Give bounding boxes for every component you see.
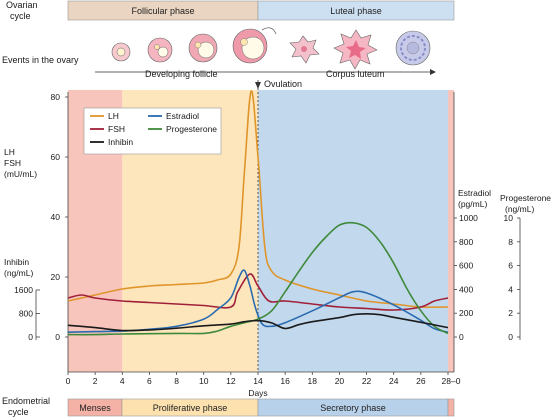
progesterone-tick-label: 2 (508, 308, 513, 318)
x-tick-label: 6 (147, 376, 152, 386)
progesterone-tick-label: 8 (508, 237, 513, 247)
mature-follicle-icon (232, 27, 277, 64)
inhibin-curve (67, 313, 449, 332)
estradiol-tick-label: 1000 (459, 213, 478, 223)
follicular-phase-label: Follicular phase (131, 6, 194, 16)
legend-label-fsh: FSH (108, 124, 125, 134)
x-tick-label: 28–0 (442, 376, 461, 386)
progesterone-curve (67, 221, 449, 336)
lh-fsh-tick-label: 80 (51, 92, 61, 102)
legend-label-lh: LH (108, 111, 119, 121)
fsh-curve (67, 273, 449, 311)
estradiol-tick-label: 600 (459, 261, 473, 271)
legend-label-progesterone: Progesterone (166, 124, 217, 134)
inhibin-tick-label: 1600 (14, 285, 33, 295)
x-tick-label: 26 (416, 376, 426, 386)
estradiol-curve (67, 269, 449, 333)
lh-fsh-tick-label: 40 (51, 212, 61, 222)
progesterone-tick-label: 0 (508, 332, 513, 342)
estradiol-tick-label: 800 (459, 237, 473, 247)
follicle-2-icon (147, 37, 173, 63)
endometrial-cycle-label-line2: cycle (8, 407, 29, 417)
secretory-phase-label: Secretory phase (320, 403, 386, 413)
progesterone-unit-title: (ng/mL) (505, 204, 534, 214)
legend: LH Estradiol FSH Progesterone Inhibin (83, 107, 222, 155)
lh-fsh-unit-title: (mU/mL) (4, 169, 37, 179)
legend-label-inhibin: Inhibin (108, 137, 133, 147)
x-tick-label: 20 (335, 376, 345, 386)
progesterone-tick-label: 10 (504, 213, 514, 223)
proliferative-phase-label: Proliferative phase (153, 403, 228, 413)
x-tick-label: 12 (226, 376, 236, 386)
estradiol-axis-title: Estradiol (458, 188, 491, 198)
ovary-events-row: Events in the ovary Developing follicle … (2, 27, 436, 79)
x-tick-label: 2 (93, 376, 98, 386)
x-tick-label: 14 (253, 376, 263, 386)
x-tick-label: 8 (174, 376, 179, 386)
ovarian-cycle-label-line2: cycle (10, 11, 31, 21)
x-tick-label: 18 (308, 376, 318, 386)
fsh-axis-title: FSH (4, 158, 21, 168)
x-tick-label: 22 (362, 376, 372, 386)
corpus-luteum-label: Corpus luteum (326, 69, 385, 79)
progesterone-tick-label: 6 (508, 261, 513, 271)
x-tick-label: 24 (389, 376, 399, 386)
ovarian-cycle-label-line1: Ovarian (6, 0, 38, 10)
follicle-1-icon (111, 42, 131, 62)
lh-fsh-tick-label: 60 (51, 152, 61, 162)
follicle-3-icon (188, 33, 218, 63)
progesterone-axis-title: Progesterone (500, 193, 551, 203)
lh-fsh-tick-label: 0 (55, 332, 60, 342)
secretory-band (258, 90, 448, 372)
inhibin-unit-title: (ng/mL) (4, 268, 33, 278)
endometrial-cycle-label-line1: Endometrial (2, 396, 50, 406)
next-menses-band (448, 90, 454, 372)
lh-axis-title: LH (4, 147, 15, 157)
events-arrow-head (430, 69, 436, 75)
ovarian-cycle-row: Ovarian cycle Follicular phase Luteal ph… (6, 0, 455, 21)
luteal-phase-bar (257, 0, 455, 21)
x-tick-label: 16 (280, 376, 290, 386)
lh-fsh-tick-label: 20 (51, 272, 61, 282)
menses-bar-next-cycle (447, 398, 455, 417)
endometrial-cycle-row: Endometrial cycle Menses Proliferative p… (2, 396, 455, 417)
inhibin-tick-label: 800 (19, 309, 33, 319)
estradiol-unit-title: (pg/mL) (458, 199, 487, 209)
corpus-albicans-icon (395, 30, 431, 66)
luteal-phase-label: Luteal phase (330, 6, 382, 16)
inhibin-axis-title: Inhibin (4, 257, 29, 267)
legend-label-estradiol: Estradiol (166, 111, 199, 121)
inhibin-tick-label: 0 (28, 332, 33, 342)
corpus-luteum-2-icon (333, 29, 378, 70)
lh-curve (67, 90, 449, 309)
x-axis-title: Days (248, 388, 267, 398)
ovulation-arrow-icon (255, 82, 261, 89)
developing-follicle-label: Developing follicle (145, 69, 218, 79)
x-tick-label: 10 (199, 376, 209, 386)
ovulation-label: Ovulation (264, 79, 302, 89)
estradiol-tick-label: 200 (459, 308, 473, 318)
x-tick-label: 0 (66, 376, 71, 386)
corpus-luteum-1-icon (289, 35, 320, 64)
estradiol-tick-label: 400 (459, 284, 473, 294)
hormone-curves (67, 90, 449, 336)
x-tick-label: 4 (120, 376, 125, 386)
events-label: Events in the ovary (2, 55, 79, 65)
progesterone-tick-label: 4 (508, 284, 513, 294)
chart-axes: 0 2 4 6 8 10 12 14 16 18 20 22 24 26 28–0Days020406080… (4, 92, 551, 398)
estradiol-tick-label: 0 (459, 332, 464, 342)
menses-label: Menses (79, 403, 111, 413)
